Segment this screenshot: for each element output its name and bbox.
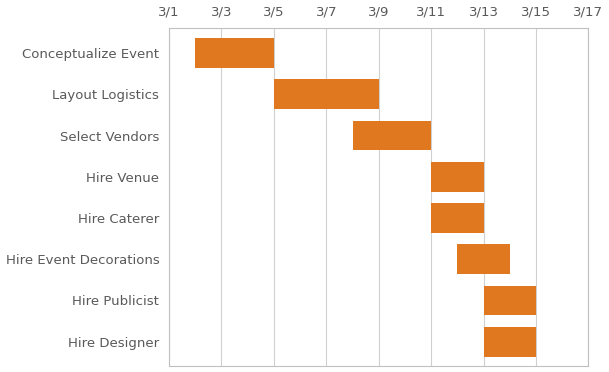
Bar bbox=[195, 38, 274, 68]
Bar bbox=[431, 203, 484, 233]
Bar bbox=[274, 79, 379, 109]
Bar bbox=[484, 286, 536, 315]
Bar bbox=[484, 327, 536, 356]
Bar bbox=[431, 162, 484, 192]
Bar bbox=[353, 121, 431, 150]
Bar bbox=[457, 244, 510, 274]
